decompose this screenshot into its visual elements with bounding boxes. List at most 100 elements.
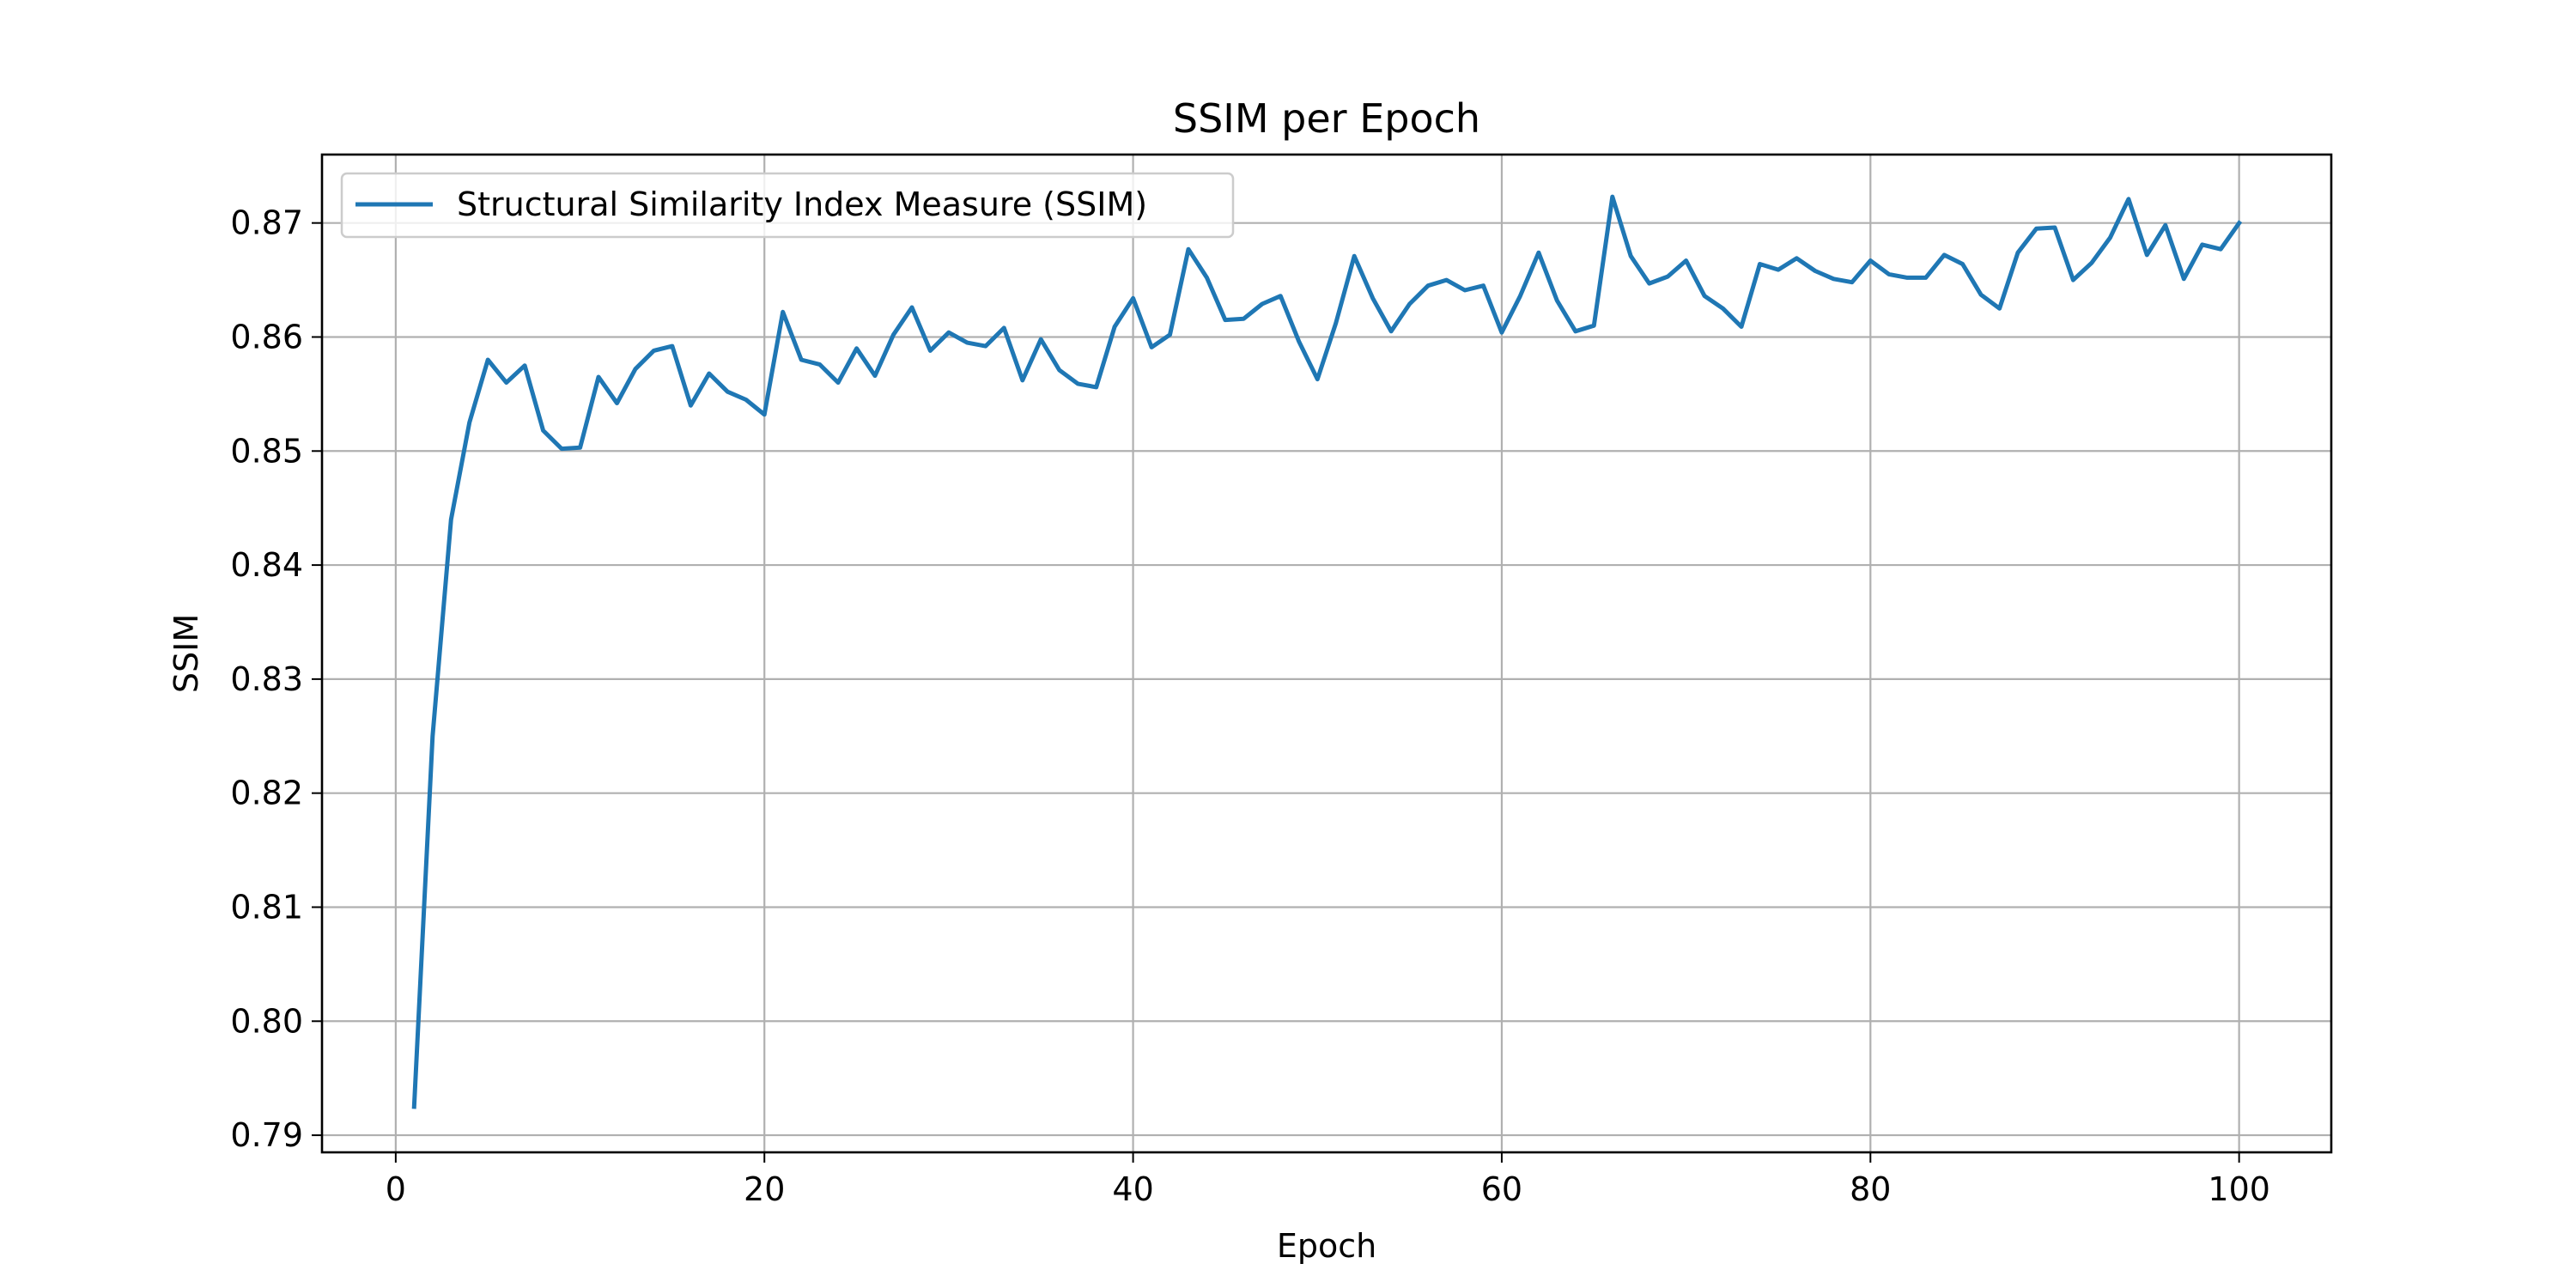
data-point-epoch-66 <box>1610 195 1614 199</box>
data-point-epoch-69 <box>1666 275 1670 279</box>
data-point-epoch-13 <box>634 367 638 371</box>
data-point-epoch-3 <box>449 518 453 522</box>
data-point-epoch-74 <box>1758 262 1762 266</box>
data-point-epoch-4 <box>467 421 471 425</box>
data-point-epoch-96 <box>2163 223 2167 228</box>
data-point-epoch-81 <box>1886 272 1891 276</box>
chart-title: SSIM per Epoch <box>1173 95 1480 142</box>
data-point-epoch-49 <box>1297 339 1301 343</box>
data-point-epoch-78 <box>1832 276 1836 281</box>
data-point-epoch-21 <box>781 310 785 314</box>
data-point-epoch-87 <box>1997 307 2002 311</box>
plot-area-background <box>322 155 2331 1152</box>
data-point-epoch-22 <box>799 358 804 362</box>
data-point-epoch-27 <box>891 332 896 337</box>
y-axis-label: SSIM <box>167 614 205 693</box>
series-line-ssim <box>411 194 2243 1109</box>
data-point-epoch-17 <box>707 372 711 376</box>
data-point-epoch-67 <box>1629 254 1633 258</box>
y-tick-label-0.79: 0.79 <box>230 1116 303 1154</box>
data-point-epoch-98 <box>2200 242 2204 246</box>
data-point-epoch-34 <box>1020 378 1024 382</box>
data-point-epoch-72 <box>1721 307 1725 311</box>
data-point-epoch-65 <box>1592 324 1596 328</box>
data-point-epoch-25 <box>854 346 859 350</box>
data-point-epoch-29 <box>928 349 933 353</box>
data-point-epoch-40 <box>1131 296 1135 301</box>
data-point-epoch-2 <box>430 734 434 738</box>
data-point-epoch-50 <box>1315 377 1320 381</box>
data-point-epoch-46 <box>1242 317 1246 321</box>
data-point-epoch-63 <box>1555 299 1559 303</box>
y-tick-label-0.84: 0.84 <box>230 546 303 584</box>
y-tick-label-0.86: 0.86 <box>230 318 303 355</box>
data-point-epoch-91 <box>2071 278 2075 283</box>
y-tick-label-0.87: 0.87 <box>230 204 303 242</box>
data-point-epoch-1 <box>412 1104 416 1109</box>
data-point-epoch-18 <box>726 390 730 394</box>
data-point-epoch-60 <box>1499 331 1504 335</box>
data-point-epoch-86 <box>1979 293 1984 297</box>
data-point-epoch-79 <box>1850 280 1854 284</box>
data-point-epoch-26 <box>873 374 878 378</box>
data-point-epoch-58 <box>1463 289 1467 293</box>
data-point-epoch-57 <box>1444 278 1449 283</box>
data-point-epoch-64 <box>1573 329 1577 333</box>
data-point-epoch-32 <box>983 344 987 349</box>
data-point-epoch-93 <box>2108 235 2112 240</box>
data-point-epoch-70 <box>1684 258 1688 263</box>
x-tick-label-60: 60 <box>1481 1170 1522 1208</box>
data-point-epoch-19 <box>744 398 748 402</box>
data-point-epoch-56 <box>1426 283 1431 288</box>
y-tick-label-0.81: 0.81 <box>230 888 303 926</box>
data-point-epoch-90 <box>2053 226 2057 230</box>
data-point-epoch-77 <box>1813 269 1817 273</box>
y-tick-label-0.80: 0.80 <box>230 1002 303 1040</box>
data-point-epoch-7 <box>523 363 527 368</box>
data-point-epoch-43 <box>1187 247 1191 252</box>
x-tick-label-0: 0 <box>386 1170 406 1208</box>
data-point-epoch-97 <box>2182 276 2186 281</box>
data-point-epoch-45 <box>1223 318 1227 322</box>
data-point-epoch-44 <box>1205 276 1209 280</box>
data-point-epoch-73 <box>1740 325 1744 329</box>
data-point-epoch-30 <box>946 331 951 335</box>
data-point-epoch-100 <box>2237 221 2241 225</box>
series-layer <box>411 194 2243 1109</box>
data-point-epoch-38 <box>1094 385 1098 389</box>
data-point-epoch-54 <box>1389 329 1394 333</box>
data-point-epoch-62 <box>1536 251 1540 255</box>
y-tick-label-0.85: 0.85 <box>230 432 303 470</box>
plot-area-frame <box>320 153 2333 1154</box>
data-point-epoch-37 <box>1076 381 1080 386</box>
axis-ticks: 0 20 40 60 80 100 0.79 0.80 0.81 0.82 0.83 0.84 0.85… <box>230 204 2270 1208</box>
data-point-epoch-84 <box>1942 252 1947 257</box>
data-point-epoch-41 <box>1150 345 1154 349</box>
y-tick-label-0.83: 0.83 <box>230 660 303 698</box>
data-point-epoch-61 <box>1518 294 1522 298</box>
data-point-epoch-92 <box>2089 261 2093 265</box>
data-point-epoch-33 <box>1002 325 1006 330</box>
legend-label-ssim: Structural Similarity Index Measure (SSI… <box>457 185 1147 223</box>
legend: Structural Similarity Index Measure (SSI… <box>340 172 1235 239</box>
data-point-epoch-55 <box>1407 302 1412 307</box>
data-point-epoch-24 <box>836 380 841 385</box>
data-point-epoch-85 <box>1960 262 1965 266</box>
x-axis-label: Epoch <box>1277 1227 1376 1265</box>
data-point-epoch-23 <box>817 362 822 367</box>
data-point-epoch-8 <box>541 428 545 433</box>
data-point-epoch-42 <box>1168 332 1172 337</box>
data-point-epoch-11 <box>597 375 601 380</box>
data-point-epoch-28 <box>910 306 914 310</box>
x-tick-label-40: 40 <box>1112 1170 1153 1208</box>
data-point-epoch-89 <box>2034 227 2038 231</box>
data-point-epoch-52 <box>1352 254 1357 258</box>
data-point-epoch-83 <box>1923 276 1928 280</box>
data-point-epoch-47 <box>1260 302 1264 307</box>
data-point-epoch-9 <box>560 447 564 451</box>
data-point-epoch-80 <box>1868 258 1873 263</box>
x-tick-label-100: 100 <box>2208 1170 2270 1208</box>
data-point-epoch-51 <box>1334 321 1338 325</box>
data-point-epoch-53 <box>1370 296 1375 301</box>
